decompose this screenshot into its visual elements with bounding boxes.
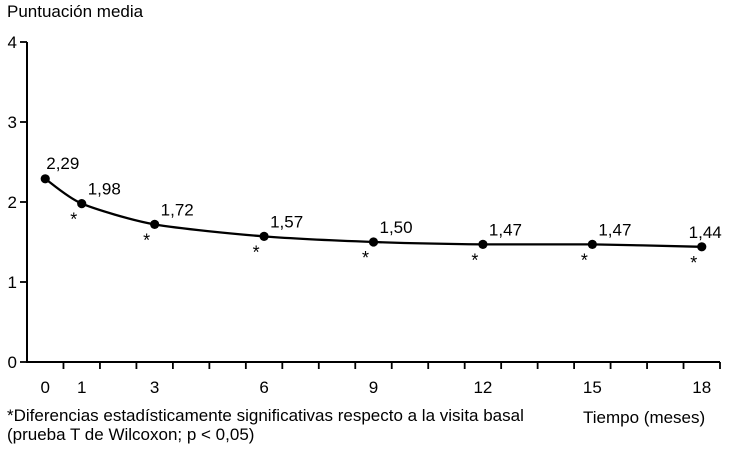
x-tick-label: 3 — [150, 378, 159, 397]
y-axis-title: Puntuación media — [7, 2, 144, 21]
x-tick-label: 15 — [583, 378, 602, 397]
x-tick-label: 0 — [41, 378, 50, 397]
data-point — [587, 239, 597, 249]
point-value-label: 1,98 — [88, 180, 121, 199]
data-point — [368, 237, 379, 247]
y-tick-label: 2 — [8, 193, 17, 212]
significance-asterisk: * — [690, 253, 697, 273]
point-value-label: 1,44 — [689, 223, 722, 242]
y-tick-label: 0 — [8, 353, 17, 372]
y-tick-label: 4 — [8, 33, 17, 52]
point-value-label: 1,72 — [161, 200, 194, 219]
point-value-label: 1,50 — [380, 218, 413, 237]
point-value-label: 1,57 — [270, 212, 303, 231]
y-tick-label: 1 — [8, 273, 17, 292]
data-point — [40, 174, 50, 184]
y-tick-label: 3 — [8, 113, 17, 132]
x-tick-label: 1 — [77, 378, 86, 397]
footnote: *Diferencias estadísticamente significat… — [7, 406, 524, 444]
x-tick-label: 18 — [692, 378, 711, 397]
data-point — [77, 199, 87, 209]
significance-asterisk: * — [253, 242, 260, 262]
significance-asterisk: * — [581, 250, 588, 270]
data-point — [478, 239, 488, 249]
data-point — [697, 242, 707, 252]
significance-asterisk: * — [70, 210, 77, 230]
point-value-label: 1,47 — [598, 220, 631, 239]
data-point — [259, 231, 269, 241]
significance-asterisk: * — [471, 250, 478, 270]
point-value-label: 1,47 — [489, 220, 522, 239]
x-tick-label: 6 — [259, 378, 268, 397]
x-tick-label: 12 — [473, 378, 492, 397]
significance-asterisk: * — [362, 248, 369, 268]
x-tick-label: 9 — [369, 378, 378, 397]
x-axis-title: Tiempo (meses) — [583, 408, 706, 427]
point-value-label: 2,29 — [46, 154, 79, 173]
footnote-line-2: (prueba T de Wilcoxon; p < 0,05) — [7, 424, 255, 444]
footnote-line-1: *Diferencias estadísticamente significat… — [7, 406, 524, 425]
significance-asterisk: * — [143, 230, 150, 250]
data-point — [150, 219, 160, 229]
